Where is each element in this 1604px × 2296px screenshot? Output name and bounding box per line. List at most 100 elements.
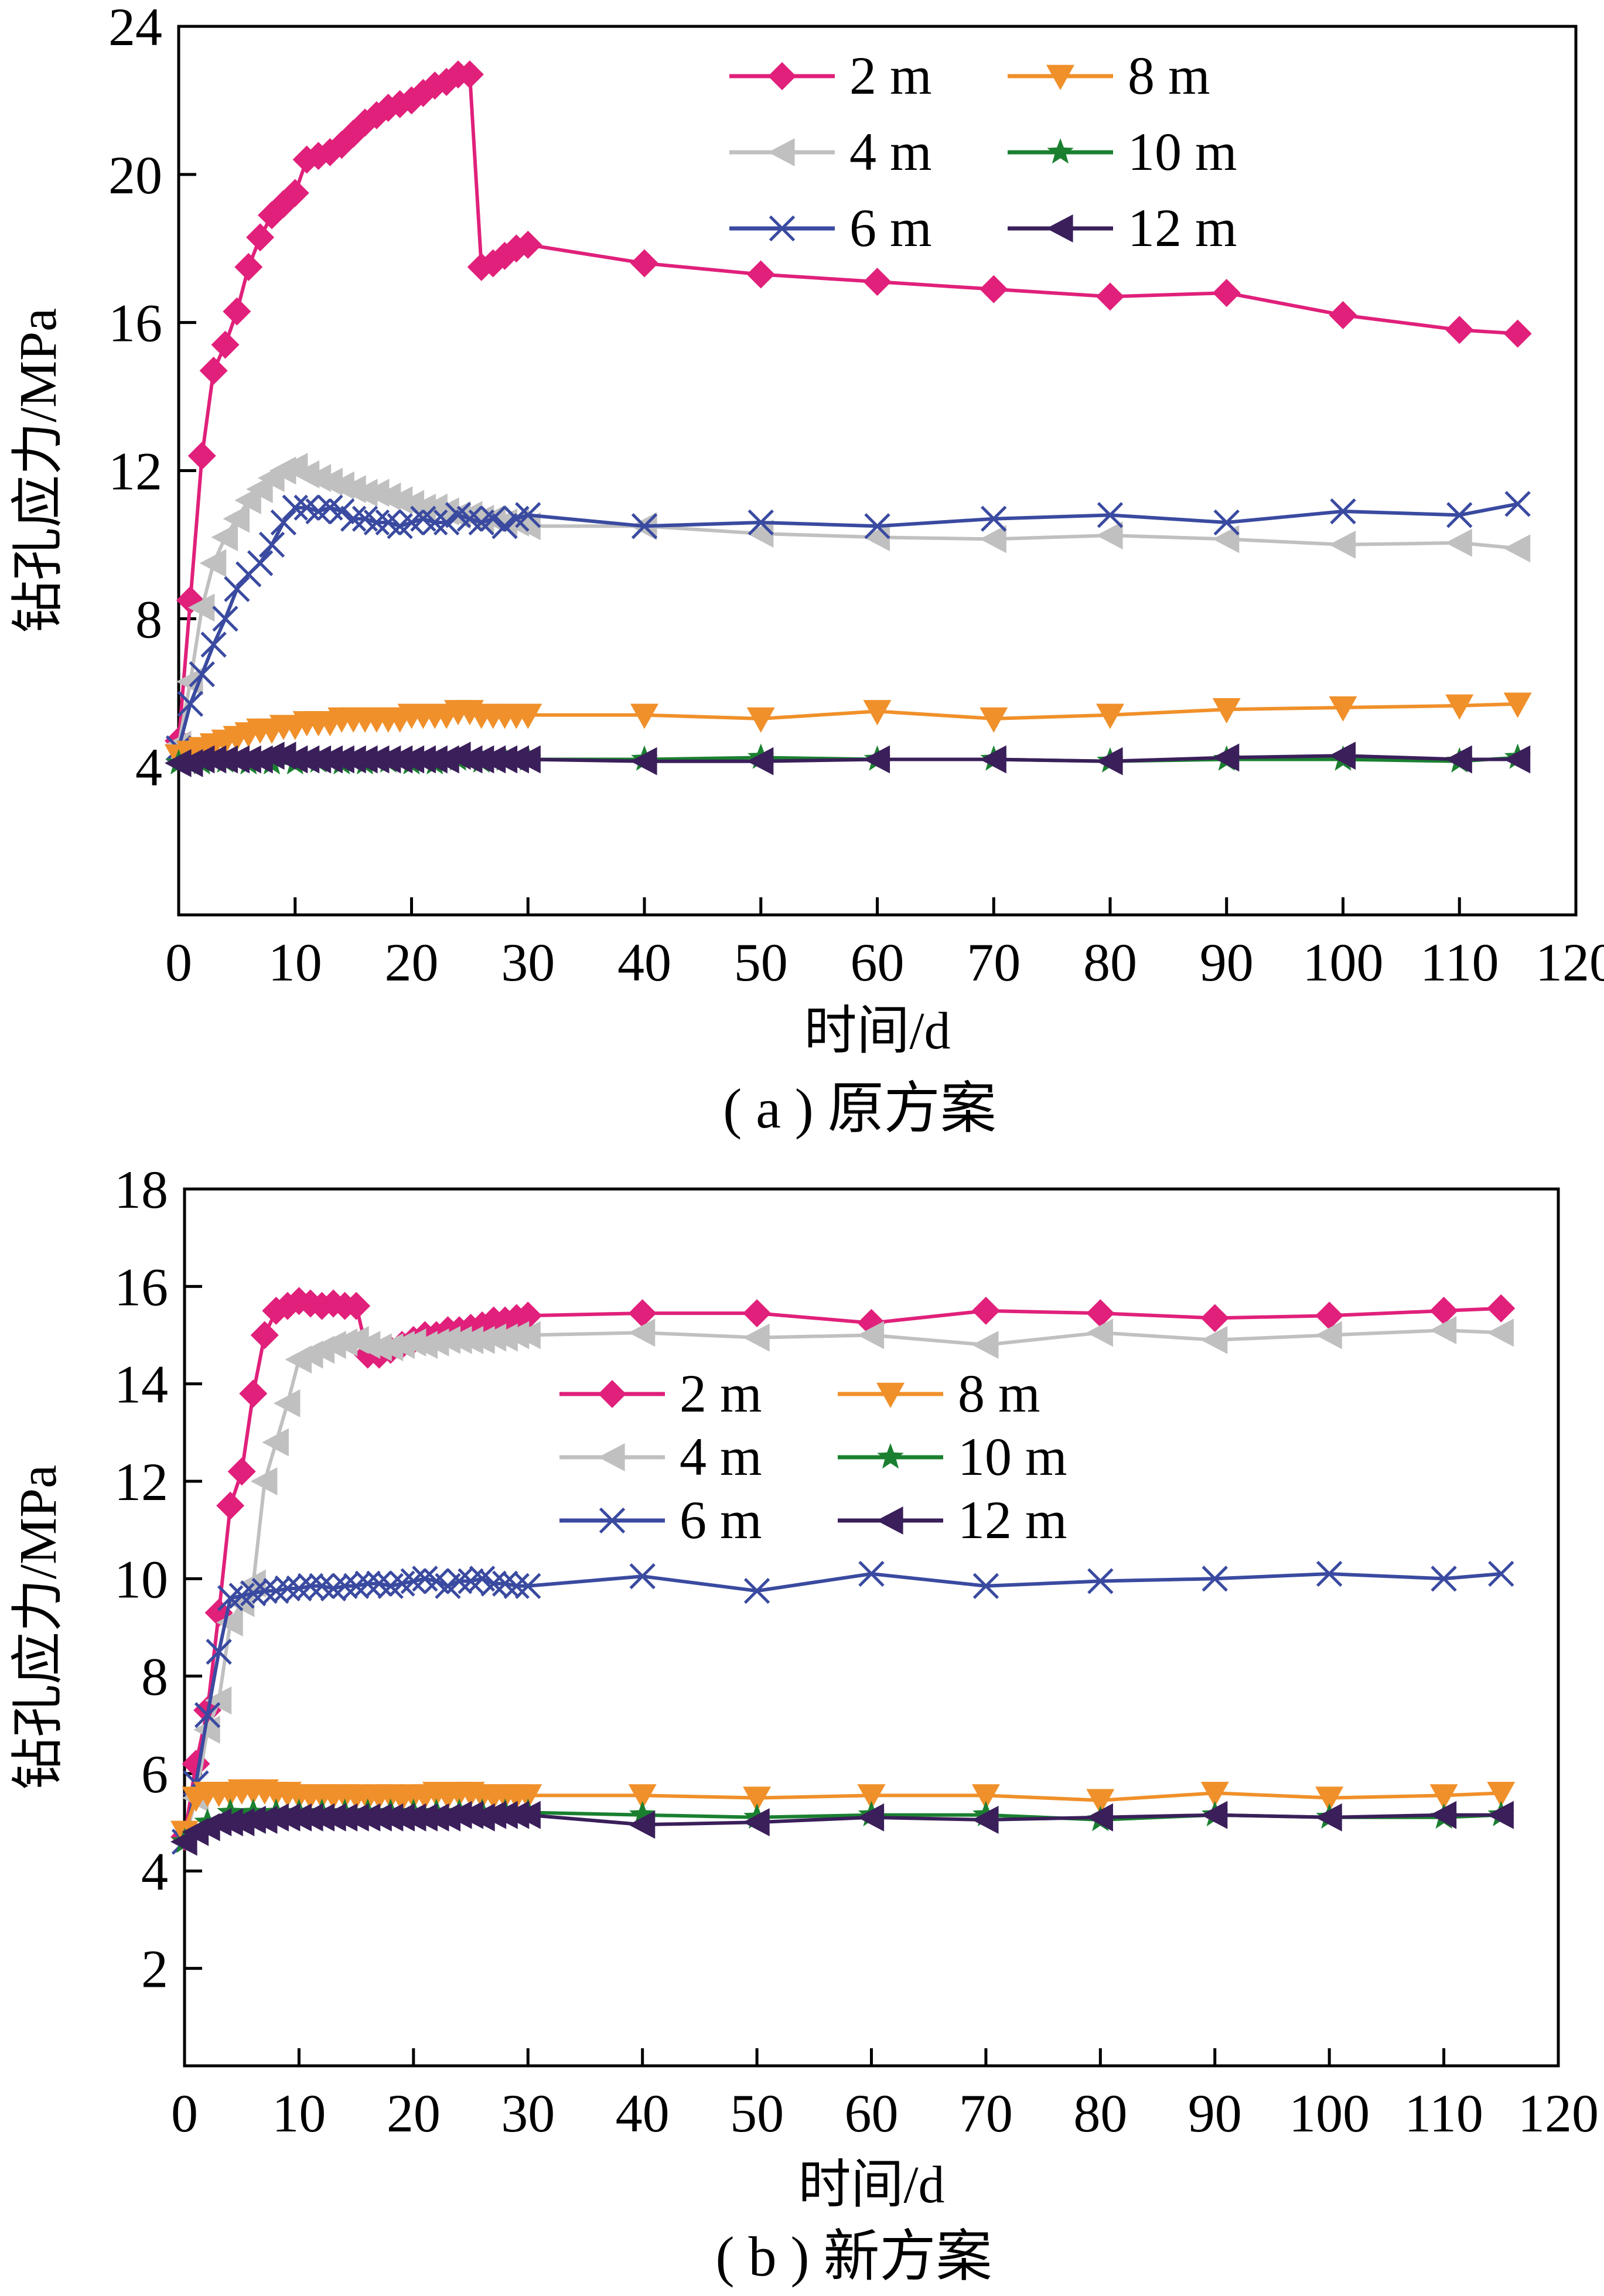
legend-label: 12 m xyxy=(958,1490,1067,1550)
data-point xyxy=(743,1786,772,1812)
data-point xyxy=(216,1491,245,1520)
data-point xyxy=(1202,1566,1228,1592)
data-point xyxy=(1488,1560,1514,1587)
data-point xyxy=(1316,1560,1343,1587)
data-point xyxy=(281,179,309,207)
data-point xyxy=(399,1328,426,1357)
data-point xyxy=(468,1803,495,1832)
series-2m xyxy=(170,1287,1516,1851)
data-point xyxy=(204,1686,232,1715)
data-point xyxy=(194,1702,221,1728)
data-point xyxy=(981,505,1007,532)
legend-label: 4 m xyxy=(680,1427,762,1487)
y-tick-label: 8 xyxy=(135,589,162,649)
data-point xyxy=(216,1608,243,1637)
data-point xyxy=(480,505,506,532)
data-point xyxy=(330,1328,358,1357)
data-point xyxy=(515,1573,541,1599)
data-point xyxy=(187,442,216,470)
data-point xyxy=(1315,1786,1344,1812)
series-12m xyxy=(170,1800,1514,1856)
legend-marker xyxy=(598,1443,625,1471)
data-point xyxy=(292,145,321,174)
data-point xyxy=(177,691,204,717)
legend-marker xyxy=(599,1507,626,1534)
chart-caption: ( a ) 原方案 xyxy=(723,1077,996,1140)
x-tick-label: 50 xyxy=(730,2083,784,2143)
legend-label: 6 m xyxy=(849,198,932,258)
data-point xyxy=(971,1784,1000,1810)
data-point xyxy=(857,1803,885,1832)
data-point xyxy=(1315,1803,1342,1832)
x-tick-label: 110 xyxy=(1420,932,1499,992)
data-point xyxy=(1096,521,1123,550)
data-point xyxy=(354,1570,381,1597)
data-point xyxy=(468,1325,495,1354)
data-point xyxy=(211,523,238,552)
data-point xyxy=(422,509,448,536)
legend-item: 10 m xyxy=(838,1427,1067,1487)
legend-marker xyxy=(768,138,795,166)
y-tick-label: 4 xyxy=(141,1841,168,1901)
data-point xyxy=(514,1800,541,1829)
chart-caption: ( b ) 新方案 xyxy=(716,2225,992,2288)
x-tick-label: 60 xyxy=(851,932,905,992)
y-tick-label: 20 xyxy=(108,145,162,205)
data-point xyxy=(492,513,518,539)
data-point xyxy=(858,1560,885,1587)
data-point xyxy=(628,1299,657,1328)
data-point xyxy=(455,60,484,89)
data-point xyxy=(1429,1296,1458,1325)
legend-item: 2 m xyxy=(729,46,932,105)
data-point xyxy=(743,1808,770,1837)
x-tick-label: 60 xyxy=(845,2083,899,2143)
data-point xyxy=(211,330,240,359)
data-point xyxy=(980,745,1006,774)
data-point xyxy=(1446,502,1473,528)
data-point xyxy=(743,1299,772,1328)
data-point xyxy=(980,707,1008,733)
series-line xyxy=(183,1299,1501,1837)
data-point xyxy=(629,1800,656,1827)
data-point xyxy=(1503,745,1531,774)
data-point xyxy=(212,606,238,632)
data-point xyxy=(258,531,285,558)
data-point xyxy=(1200,1325,1228,1354)
legend-marker xyxy=(1047,138,1074,164)
data-point xyxy=(1315,1301,1344,1330)
x-tick-label: 30 xyxy=(501,2083,555,2143)
data-point xyxy=(491,1323,518,1352)
legend-label: 10 m xyxy=(1128,122,1237,182)
data-point xyxy=(446,1568,473,1594)
data-point xyxy=(1429,1316,1457,1345)
data-point xyxy=(227,1808,255,1837)
y-tick-label: 8 xyxy=(141,1647,168,1707)
data-point xyxy=(246,223,275,252)
data-point xyxy=(274,1575,301,1602)
x-tick-label: 0 xyxy=(165,932,192,992)
chart-b: 0 10 20 30 40 50 60 70 80 90 100 110 120 2 4 6 8 10 12 14 16… xyxy=(9,1160,1599,2288)
x-tick-label: 40 xyxy=(616,2083,670,2143)
data-point xyxy=(743,1323,770,1352)
legend-marker xyxy=(598,1380,626,1408)
data-point xyxy=(250,1321,279,1349)
data-point xyxy=(1200,1800,1228,1829)
y-tick-label: 14 xyxy=(114,1355,168,1414)
data-point xyxy=(319,1331,346,1359)
legend-item: 12 m xyxy=(838,1490,1067,1550)
legend: 2 m 4 m 6 m 8 m 10 m 12 m xyxy=(729,46,1237,258)
data-point xyxy=(628,1318,656,1347)
data-point xyxy=(514,703,542,729)
data-point xyxy=(514,1301,542,1330)
legend-item: 12 m xyxy=(1008,198,1237,258)
legend-label: 2 m xyxy=(849,46,932,105)
series-8m xyxy=(165,692,1532,770)
data-point xyxy=(1212,698,1241,724)
data-point xyxy=(1445,316,1474,344)
data-point xyxy=(1096,282,1124,311)
y-tick-label: 16 xyxy=(108,293,162,353)
data-point xyxy=(250,1467,278,1495)
series-8m xyxy=(170,1779,1516,1846)
data-point xyxy=(514,745,541,774)
